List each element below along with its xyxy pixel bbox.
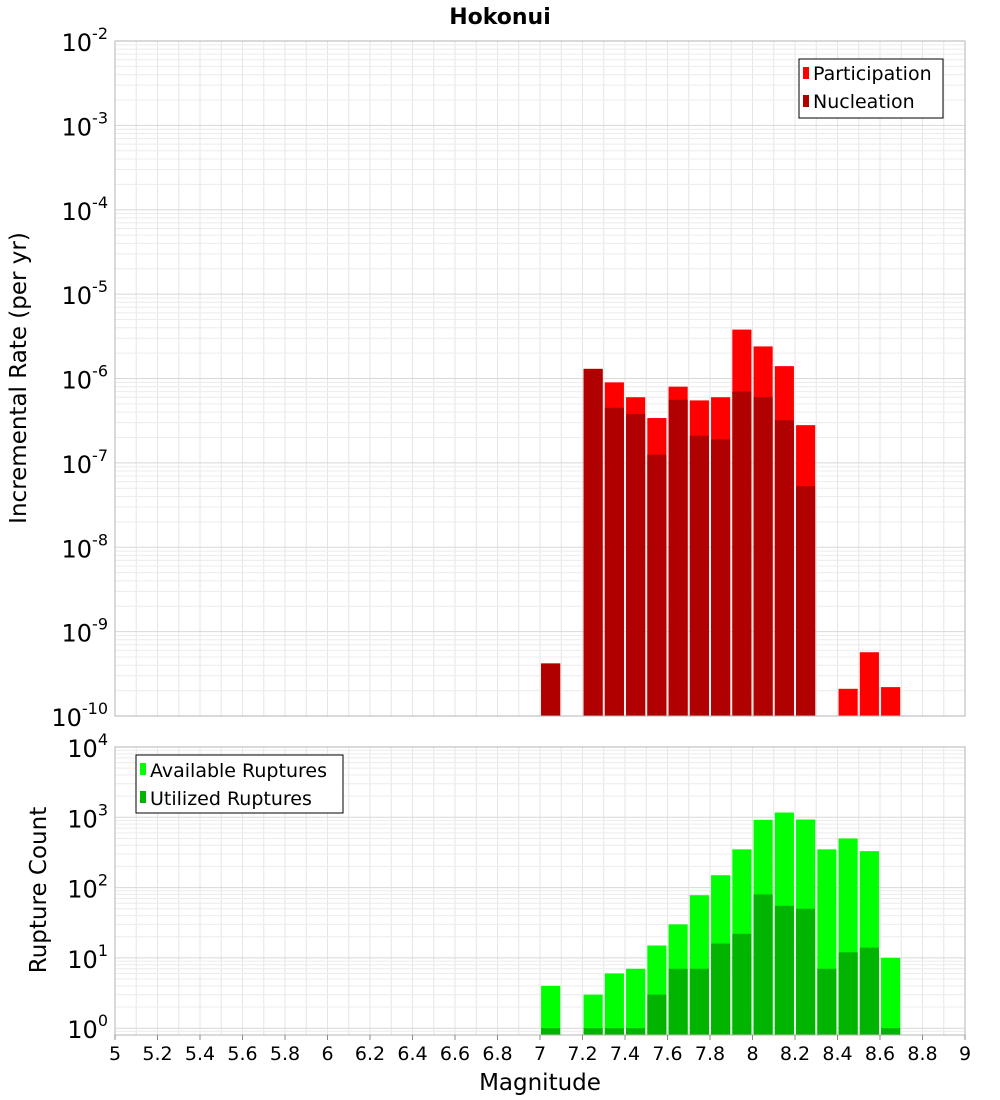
- top-bar: [796, 486, 816, 716]
- x-tick-label: 5.4: [185, 1043, 215, 1065]
- bottom-bar: [689, 968, 709, 1035]
- top-y-tick-label: 10-10: [51, 699, 108, 732]
- top-bar: [689, 435, 709, 716]
- top-bar: [753, 397, 773, 716]
- top-y-tick-label: 10-6: [62, 362, 109, 395]
- top-y-tick-label: 10-4: [62, 193, 109, 226]
- bottom-bar: [881, 1028, 901, 1035]
- top-y-tick-label: 10-7: [62, 446, 109, 479]
- bottom-bar: [817, 968, 837, 1035]
- x-tick-label: 6.4: [397, 1043, 427, 1065]
- bottom-bar: [859, 947, 879, 1035]
- bottom-bar: [541, 1028, 561, 1035]
- legend-swatch-available: [140, 763, 146, 775]
- bottom-y-tick-label: 100: [67, 1011, 108, 1044]
- x-axis-label: Magnitude: [479, 1070, 601, 1096]
- top-grid: [114, 40, 966, 717]
- bottom-bar: [753, 894, 773, 1035]
- bottom-bar: [604, 973, 624, 1035]
- x-tick-label: 7: [534, 1043, 546, 1065]
- x-tick-label: 5.8: [270, 1043, 300, 1065]
- top-bar: [774, 420, 794, 716]
- bottom-bar: [732, 933, 752, 1035]
- chart-title: Hokonui: [449, 5, 551, 30]
- top-y-tick-label: 10-9: [62, 615, 109, 648]
- bottom-bar: [881, 957, 901, 1035]
- x-tick-label: 5.2: [142, 1043, 172, 1065]
- top-y-tick-label: 10-2: [62, 24, 109, 57]
- bottom-bar: [838, 952, 858, 1035]
- x-tick-label: 7.2: [567, 1043, 597, 1065]
- x-tick-label: 6.2: [355, 1043, 385, 1065]
- top-bar: [583, 368, 603, 716]
- x-tick-label: 7.4: [610, 1043, 640, 1065]
- participation-nucleation-panel: 10-10 10-9 10-8 10-7 10-6 10-5 10-4 10-3 10-2: [51, 24, 966, 732]
- x-tick-label: 5.6: [227, 1043, 257, 1065]
- x-tick-label: 8: [746, 1043, 758, 1065]
- x-axis-ticks: 5 5.2 5.4 5.6 5.8 6 6.2 6.4 6.6 6.8 7 7.2 7.4 7.6 7.8 8…: [109, 1035, 971, 1065]
- bottom-bar: [774, 905, 794, 1035]
- x-tick-label: 8.4: [822, 1043, 852, 1065]
- bottom-bar: [583, 994, 603, 1035]
- legend-bottom-box: [135, 754, 344, 814]
- x-tick-label: 7.6: [652, 1043, 682, 1065]
- x-tick-label: 8.8: [907, 1043, 937, 1065]
- bottom-y-ticks: 100 101 102 103 104: [67, 730, 108, 1044]
- bottom-y-tick-label: 102: [67, 871, 108, 904]
- bottom-y-tick-label: 104: [67, 730, 108, 763]
- bottom-bar: [583, 1028, 603, 1035]
- x-tick-label: 6: [321, 1043, 333, 1065]
- top-series-1: [541, 368, 816, 716]
- x-tick-label: 6.8: [482, 1043, 512, 1065]
- top-y-tick-label: 10-3: [62, 108, 109, 141]
- y-axis-label-bottom: Rupture Count: [26, 807, 52, 973]
- top-bar: [647, 454, 667, 716]
- bottom-y-tick-label: 103: [67, 800, 108, 833]
- top-bar: [541, 663, 561, 716]
- legend-top: Participation Nucleation: [798, 58, 944, 119]
- y-axis-label-top: Incremental Rate (per yr): [6, 232, 32, 524]
- top-bar: [626, 413, 646, 716]
- bottom-bar: [626, 968, 646, 1035]
- legend-swatch-nucleation: [803, 95, 809, 107]
- top-bar: [732, 391, 752, 716]
- legend-label-available: Available Ruptures: [150, 760, 327, 782]
- top-y-tick-label: 10-8: [62, 530, 109, 563]
- bottom-bar: [541, 985, 561, 1035]
- top-frame: [114, 40, 966, 717]
- top-bar: [838, 688, 858, 716]
- x-tick-label: 6.6: [440, 1043, 470, 1065]
- legend-swatch-participation: [803, 67, 809, 79]
- rupture-count-panel: 100 101 102 103 104: [67, 730, 966, 1044]
- top-bar: [711, 439, 731, 716]
- bottom-bar: [604, 1028, 624, 1035]
- top-bar: [668, 399, 688, 716]
- top-bar: [859, 652, 879, 716]
- bottom-bar: [796, 908, 816, 1035]
- legend-swatch-utilized: [140, 791, 146, 803]
- bottom-bar: [626, 1028, 646, 1035]
- legend-label-nucleation: Nucleation: [813, 91, 915, 113]
- legend-bottom: Available Ruptures Utilized Ruptures: [135, 754, 344, 814]
- top-bar: [881, 687, 901, 716]
- legend-top-box: [798, 58, 944, 119]
- bottom-bar: [711, 943, 731, 1035]
- x-tick-label: 8.6: [865, 1043, 895, 1065]
- bottom-bar: [647, 994, 667, 1035]
- top-y-ticks: 10-10 10-9 10-8 10-7 10-6 10-5 10-4 10-3 10-2: [51, 24, 108, 732]
- bottom-y-tick-label: 101: [67, 941, 108, 974]
- x-tick-label: 5: [109, 1043, 121, 1065]
- legend-label-utilized: Utilized Ruptures: [150, 788, 312, 810]
- bottom-series-1: [541, 894, 901, 1035]
- legend-label-participation: Participation: [813, 63, 932, 85]
- x-tick-label: 8.2: [780, 1043, 810, 1065]
- bottom-bar: [668, 968, 688, 1035]
- top-bar: [604, 407, 624, 716]
- x-tick-label: 9: [959, 1043, 971, 1065]
- top-y-tick-label: 10-5: [62, 277, 109, 310]
- x-tick-label: 7.8: [695, 1043, 725, 1065]
